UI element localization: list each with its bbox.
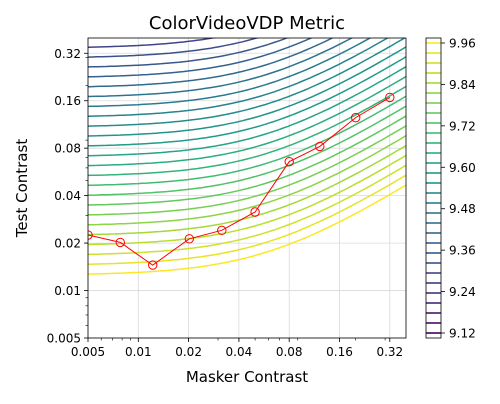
threshold-point [217, 225, 227, 236]
contour-line [88, 46, 406, 137]
x-axis-label: Masker Contrast [186, 368, 308, 386]
chart-title: ColorVideoVDP Metric [149, 13, 345, 34]
contour-layer [88, 0, 406, 275]
y-tick-label: 0.04 [54, 189, 81, 203]
contour-line [88, 95, 406, 187]
x-tick-label: 0.32 [376, 345, 403, 359]
colorbar: 9.12 9.24 9.36 9.48 9.60 9.72 9.84 9.96 [425, 37, 476, 341]
contour-line [88, 38, 289, 68]
threshold-point [148, 260, 158, 270]
threshold-point [350, 112, 361, 123]
contour-line [88, 38, 372, 108]
contour-line [88, 0, 406, 8]
y-axis-label: Test Contrast [13, 139, 31, 239]
contour-line [88, 38, 334, 88]
y-tick-label: 0.32 [54, 47, 81, 61]
contour-line [88, 154, 406, 246]
colorbar-tick-label: 9.12 [449, 327, 476, 341]
contour-line [88, 38, 406, 127]
threshold-point [315, 141, 325, 152]
threshold-line [88, 96, 391, 266]
colorbar-tick-label: 9.36 [449, 244, 476, 258]
contour-line [88, 174, 406, 265]
contour-line [88, 144, 406, 236]
contour-line [88, 184, 406, 275]
contour-line [88, 115, 406, 206]
contour-line [88, 75, 406, 167]
contour-line [88, 38, 354, 98]
x-tick-label: 0.04 [226, 345, 253, 359]
threshold-point [385, 92, 395, 103]
colorbar-tick-label: 9.48 [449, 202, 476, 216]
plot-frame [87, 37, 407, 339]
threshold-point [115, 237, 125, 248]
contour-line [88, 38, 313, 78]
contour-line [88, 38, 217, 48]
series-layer [88, 92, 395, 270]
contour-line [88, 66, 406, 157]
contour-line [88, 125, 406, 216]
x-tick-label: 0.02 [175, 345, 202, 359]
x-tick-label: 0.08 [276, 345, 303, 359]
colorbar-tick-label: 9.96 [449, 37, 476, 51]
contour-line [88, 135, 406, 226]
threshold-point [184, 234, 195, 244]
contour-line [88, 164, 406, 256]
x-tick-label: 0.16 [326, 345, 353, 359]
colorbar-frame [425, 37, 442, 339]
colorbar-tick-label: 9.60 [449, 161, 476, 175]
x-tick-label: 0.005 [71, 345, 105, 359]
y-tick-label: 0.16 [54, 94, 81, 108]
y-tick-label: 0.01 [54, 284, 81, 298]
colorbar-tick-label: 9.84 [449, 78, 476, 92]
y-tick-label: 0.02 [54, 237, 81, 251]
y-tick-label: 0.08 [54, 142, 81, 156]
contour-line [88, 56, 406, 147]
contour-line [88, 38, 389, 117]
contour-line [88, 38, 260, 58]
axis-layer: 0.005 0.01 0.02 0.04 0.08 0.16 0.32 0.005 0.01 0.… [47, 47, 404, 359]
threshold-point [284, 156, 294, 167]
contour-line [88, 105, 406, 196]
threshold-point [250, 207, 260, 217]
contour-line [88, 85, 406, 177]
colorbar-tick-label: 9.72 [449, 119, 476, 133]
x-tick-label: 0.01 [125, 345, 152, 359]
y-tick-label: 0.005 [47, 332, 81, 346]
colorbar-tick-label: 9.24 [449, 285, 476, 299]
